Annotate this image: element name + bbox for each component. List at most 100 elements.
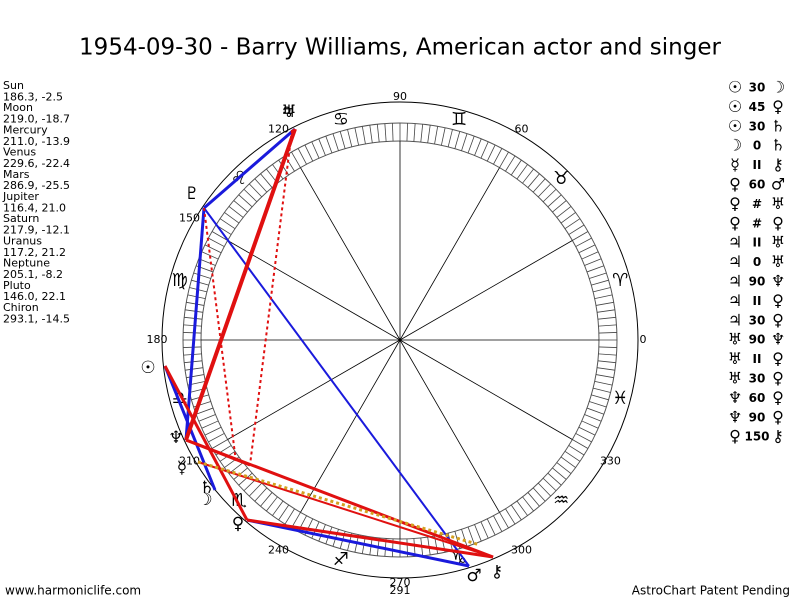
ring-tick — [581, 420, 599, 429]
spoke — [399, 240, 573, 341]
ring-tick — [527, 173, 540, 188]
aspect-planet: ⚷ — [772, 427, 784, 446]
aspect-type: 60 — [749, 391, 766, 405]
aspect-type: 150 — [744, 430, 769, 444]
ring-tick — [480, 521, 489, 539]
ring-tick — [413, 123, 416, 142]
aspect-type: II — [753, 236, 762, 250]
ring-tick — [406, 123, 408, 142]
spoke — [227, 339, 401, 440]
planet-coords: 146.0, 22.1 — [3, 290, 66, 303]
degree-label: 150 — [179, 212, 200, 225]
ring-tick — [254, 178, 268, 193]
ring-tick — [233, 200, 248, 213]
planet-glyph: ♇ — [184, 184, 199, 204]
aspect-planet: ♃ — [728, 310, 742, 329]
ring-tick — [461, 133, 468, 151]
planet-coords: 211.0, -13.9 — [3, 135, 70, 148]
zodiac-glyph: ♐ — [333, 549, 349, 570]
ring-tick — [284, 508, 295, 525]
ring-tick — [474, 138, 482, 156]
degree-label: 90 — [393, 90, 407, 103]
planet-glyph: ♃ — [280, 102, 295, 122]
ring-tick — [589, 401, 607, 408]
ring-tick — [522, 496, 534, 512]
ring-tick — [505, 155, 516, 172]
planet-coords: 117.2, 21.2 — [3, 246, 66, 259]
aspect-planet: ♄ — [771, 116, 785, 135]
aspect-type: 0 — [753, 139, 761, 153]
aspect-planet: ♆ — [728, 388, 742, 407]
planet-name: Moon — [3, 101, 33, 114]
aspect-type: 30 — [749, 313, 766, 327]
ring-tick — [376, 124, 380, 143]
aspect-type: # — [752, 197, 762, 211]
aspect-planet: ♀ — [729, 175, 741, 194]
aspect-line — [203, 127, 296, 210]
aspect-planet: ♂ — [771, 175, 785, 194]
ring-tick — [474, 524, 482, 542]
ring-tick — [552, 200, 567, 213]
ring-tick — [568, 224, 585, 235]
aspect-planet: ♃ — [728, 272, 742, 291]
ring-tick — [584, 414, 602, 422]
ring-tick — [238, 472, 253, 486]
ring-tick — [537, 183, 552, 198]
ring-tick — [291, 151, 301, 168]
ring-tick — [589, 272, 607, 279]
planet-glyph: ♆ — [168, 428, 183, 448]
ring-tick — [493, 148, 503, 165]
ring-tick — [198, 258, 216, 266]
ring-tick — [311, 141, 320, 159]
aspect-planet: ♀ — [772, 407, 784, 426]
ring-tick — [486, 518, 496, 536]
planet-coords: 219.0, -18.7 — [3, 113, 70, 126]
ring-tick — [586, 407, 605, 415]
ring-tick — [594, 294, 613, 300]
ring-tick — [392, 123, 394, 142]
ring-tick — [493, 515, 503, 532]
ring-tick — [369, 125, 373, 143]
ring-tick — [440, 127, 446, 146]
ring-tick — [510, 159, 522, 176]
aspect-line — [184, 128, 297, 441]
ring-tick — [516, 164, 528, 180]
aspect-type: II — [753, 158, 762, 172]
ring-tick — [575, 237, 592, 247]
ring-tick — [597, 367, 615, 371]
aspect-line — [249, 129, 293, 466]
ring-tick — [552, 467, 567, 480]
ring-tick — [260, 492, 273, 507]
aspect-planet: ♅ — [771, 194, 785, 213]
footer-note: AstroChart Patent Pending — [632, 584, 790, 598]
ring-tick — [332, 133, 339, 151]
ring-tick — [272, 500, 284, 516]
ring-tick — [191, 279, 209, 286]
ring-tick — [510, 504, 522, 521]
aspect-type: 60 — [749, 178, 766, 192]
degree-label: 120 — [268, 123, 289, 136]
ring-tick — [532, 487, 546, 502]
aspect-type: 45 — [749, 100, 766, 114]
ring-tick — [578, 244, 596, 254]
spoke — [300, 167, 401, 341]
ring-tick — [254, 487, 268, 502]
ring-tick — [598, 332, 617, 334]
degree-label: 300 — [511, 543, 532, 556]
ring-tick — [427, 125, 431, 143]
ring-tick — [467, 135, 475, 154]
ring-tick — [211, 231, 228, 241]
ring-tick — [572, 439, 589, 449]
ring-tick — [597, 309, 615, 313]
ring-tick — [578, 426, 596, 436]
planet-name: Mercury — [3, 123, 48, 136]
aspect-planet: ♀ — [772, 349, 784, 368]
footer-site: www.harmoniclife.com — [5, 584, 141, 598]
ring-tick — [204, 426, 222, 436]
ring-tick — [542, 188, 557, 203]
planet-name: Venus — [3, 146, 36, 159]
planet-name: Uranus — [3, 234, 42, 247]
aspect-type: II — [753, 294, 762, 308]
ring-tick — [278, 504, 290, 521]
aspect-planet: ♀ — [772, 310, 784, 329]
